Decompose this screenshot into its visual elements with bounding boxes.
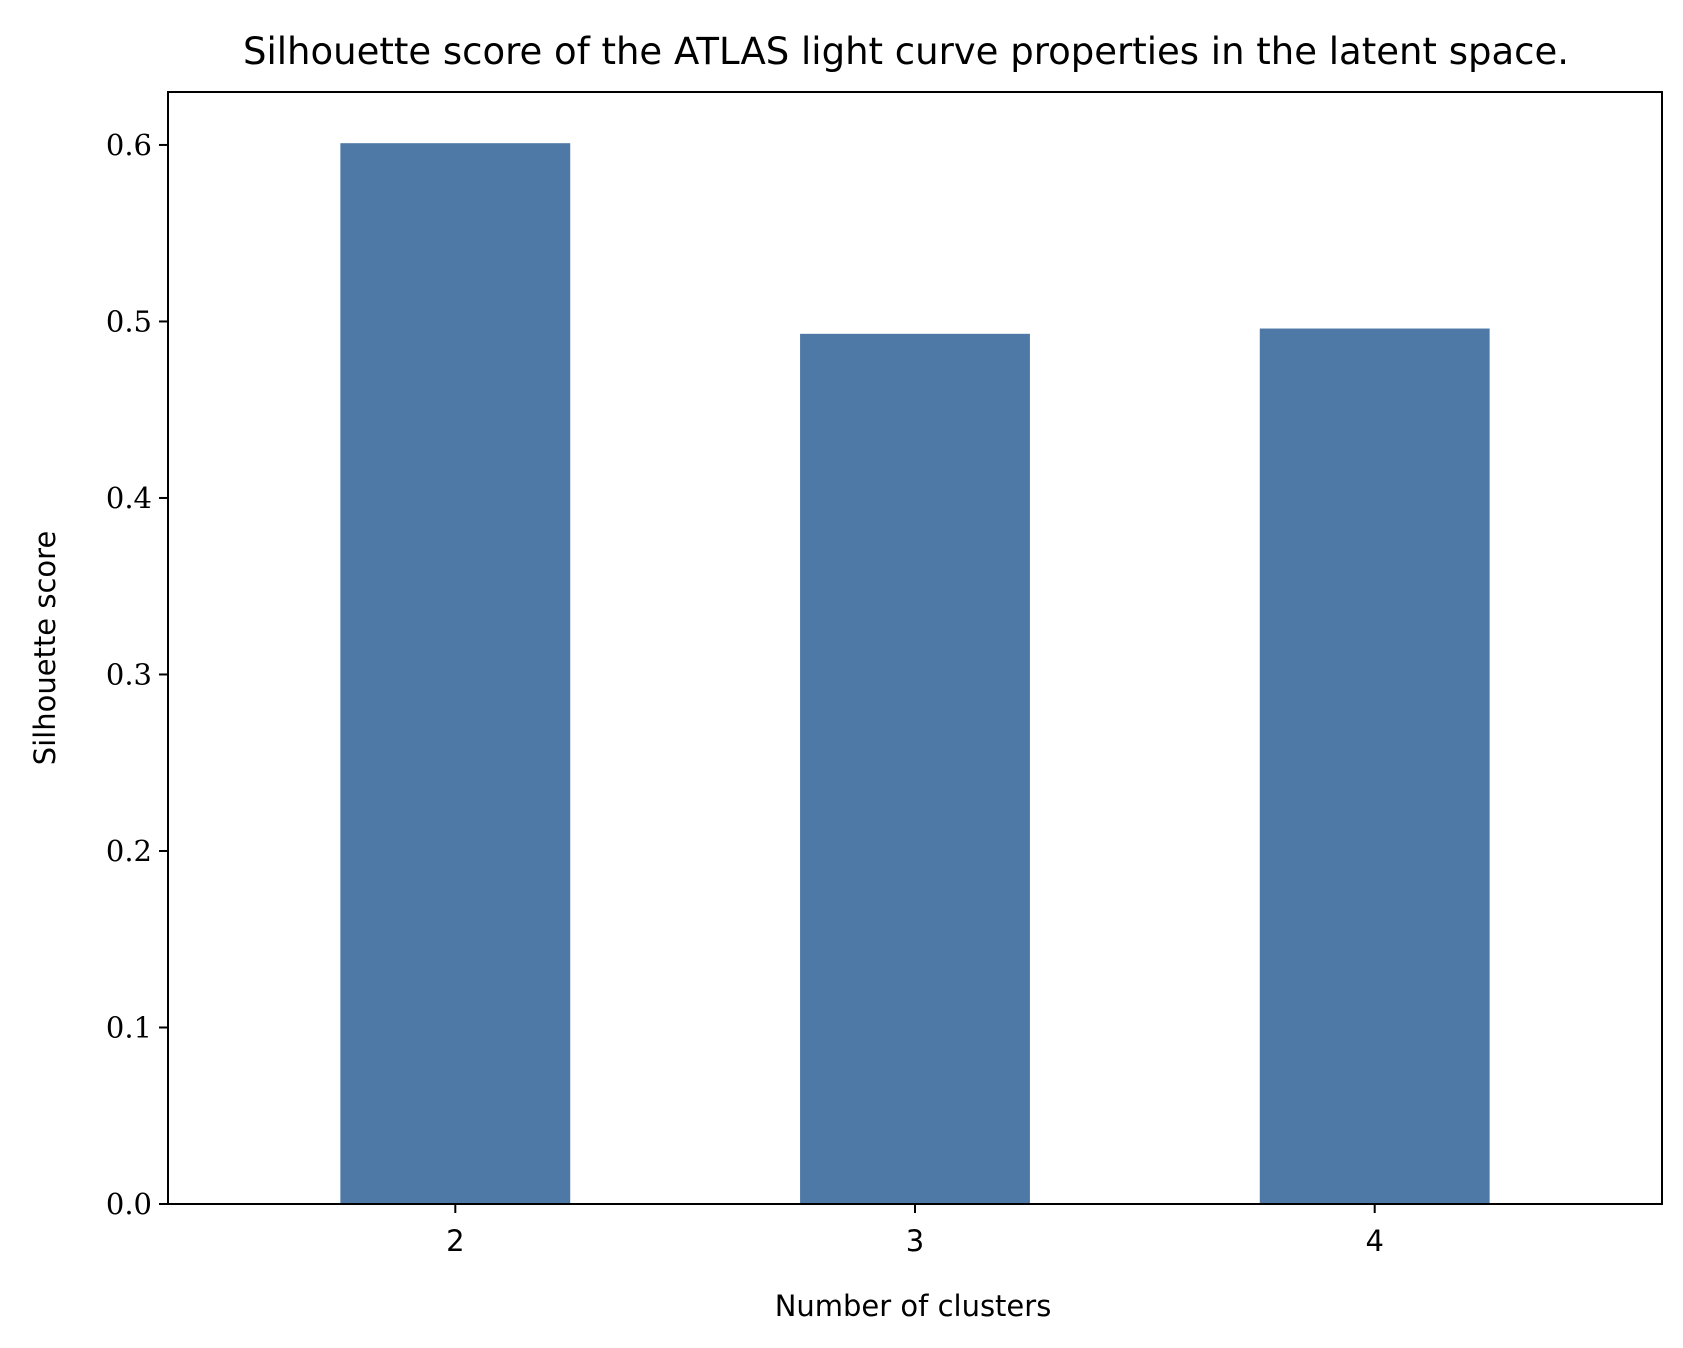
x-tick-label: 4 [1365, 1224, 1383, 1258]
y-tick-label: 0.4 [106, 481, 152, 515]
bar-3 [800, 333, 1030, 1204]
x-axis: 2 3 4 [446, 1204, 1384, 1258]
bars-group [340, 143, 1490, 1205]
y-axis-label: Silhouette score [28, 531, 62, 766]
y-axis: 0.0 0.1 0.2 0.3 0.4 0.5 0.6 [106, 128, 168, 1221]
y-tick-label: 0.2 [106, 834, 152, 868]
x-axis-label: Number of clusters [775, 1289, 1052, 1323]
y-tick-label: 0.6 [106, 128, 152, 162]
x-tick-label: 3 [906, 1224, 924, 1258]
y-tick-label: 0.0 [106, 1187, 152, 1221]
bar-4 [1259, 328, 1490, 1204]
y-tick-label: 0.1 [106, 1010, 152, 1044]
x-tick-label: 2 [446, 1224, 464, 1258]
bar-2 [340, 143, 571, 1205]
y-tick-label: 0.5 [106, 304, 152, 338]
y-tick-label: 0.3 [106, 657, 152, 691]
chart-title: Silhouette score of the ATLAS light curv… [243, 30, 1569, 73]
